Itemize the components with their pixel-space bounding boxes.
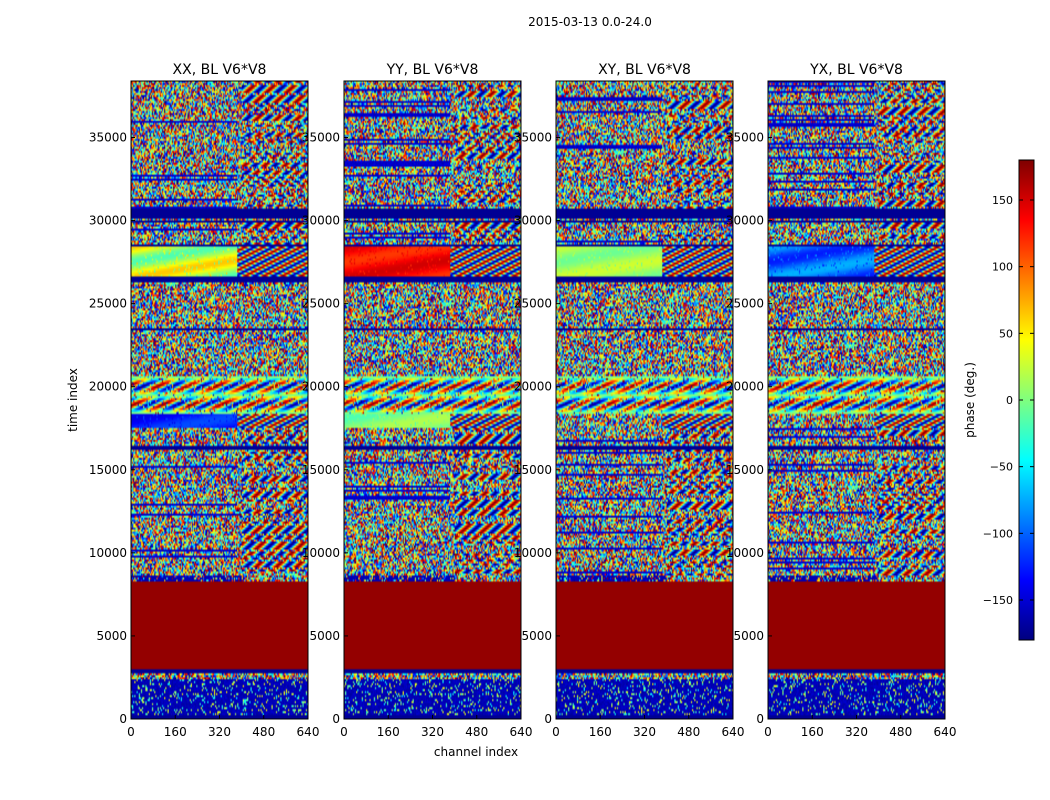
x-tick-label: 320 — [421, 725, 444, 739]
panel: YY, BL V6*V8 0 160 320 480 640 0 5000 10000 15000… — [302, 62, 533, 739]
x-tick-label: 480 — [252, 725, 275, 739]
colorbar-tick-label: 0 — [1006, 394, 1013, 407]
y-tick-label: 20000 — [302, 380, 340, 394]
panels: XX, BL V6*V8 0 160 320 480 640 0 5000 10000 15000… — [89, 62, 957, 739]
x-tick-label: 160 — [164, 725, 187, 739]
y-axis-label: time index — [66, 368, 80, 432]
y-tick-label: 5000 — [521, 629, 552, 643]
y-tick-label: 5000 — [309, 629, 340, 643]
x-tick-label: 640 — [722, 725, 745, 739]
x-tick-label: 0 — [764, 725, 772, 739]
colorbar-tick-label: −150 — [983, 594, 1013, 607]
y-tick-label: 30000 — [514, 214, 552, 228]
colorbar-tick-label: −100 — [983, 527, 1013, 540]
x-tick-label: 0 — [340, 725, 348, 739]
y-tick-label: 10000 — [89, 546, 127, 560]
colorbar-tick-label: 100 — [992, 261, 1013, 274]
x-tick-label: 160 — [589, 725, 612, 739]
x-tick-label: 160 — [377, 725, 400, 739]
y-tick-label: 0 — [119, 712, 127, 726]
x-tick-label: 320 — [208, 725, 231, 739]
y-tick-label: 25000 — [726, 297, 764, 311]
x-tick-label: 640 — [934, 725, 957, 739]
panel-title: XX, BL V6*V8 — [173, 62, 267, 78]
x-tick-label: 640 — [510, 725, 533, 739]
y-tick-label: 35000 — [726, 130, 764, 144]
x-tick-label: 480 — [889, 725, 912, 739]
x-tick-label: 480 — [677, 725, 700, 739]
y-tick-label: 30000 — [302, 214, 340, 228]
colorbar-tick-label: −50 — [990, 461, 1013, 474]
y-tick-label: 15000 — [302, 463, 340, 477]
colorbar-tick-label: 150 — [992, 194, 1013, 207]
y-tick-label: 35000 — [89, 130, 127, 144]
y-tick-label: 0 — [544, 712, 552, 726]
x-tick-label: 320 — [845, 725, 868, 739]
x-tick-label: 160 — [801, 725, 824, 739]
panel: XY, BL V6*V8 0 160 320 480 640 0 5000 10000 15000… — [514, 62, 745, 739]
y-tick-label: 10000 — [514, 546, 552, 560]
phase-heatmap — [344, 81, 521, 719]
panel-title: XY, BL V6*V8 — [598, 62, 691, 78]
figure-title: 2015-03-13 0.0-24.0 — [528, 15, 652, 29]
y-tick-label: 25000 — [89, 297, 127, 311]
colorbar-label: phase (deg.) — [963, 362, 977, 438]
y-tick-label: 10000 — [302, 546, 340, 560]
x-tick-label: 640 — [297, 725, 320, 739]
x-tick-label: 0 — [552, 725, 560, 739]
y-tick-label: 35000 — [514, 130, 552, 144]
phase-heatmap — [131, 81, 308, 719]
y-tick-label: 20000 — [726, 380, 764, 394]
x-tick-label: 320 — [633, 725, 656, 739]
y-tick-label: 30000 — [89, 214, 127, 228]
y-tick-label: 15000 — [89, 463, 127, 477]
x-axis-label: channel index — [434, 745, 518, 759]
y-tick-label: 20000 — [514, 380, 552, 394]
y-tick-label: 5000 — [733, 629, 764, 643]
y-tick-label: 0 — [332, 712, 340, 726]
panel: YX, BL V6*V8 0 160 320 480 640 0 5000 10000 15000… — [726, 62, 957, 739]
panel-title: YY, BL V6*V8 — [386, 62, 479, 78]
y-tick-label: 25000 — [514, 297, 552, 311]
panel: XX, BL V6*V8 0 160 320 480 640 0 5000 10000 15000… — [89, 62, 320, 739]
phase-heatmap — [768, 81, 945, 719]
y-tick-label: 15000 — [514, 463, 552, 477]
y-tick-label: 10000 — [726, 546, 764, 560]
x-tick-label: 480 — [465, 725, 488, 739]
colorbar: −150 −100 −50 0 50 100 150 phase (deg.) — [963, 159, 1035, 641]
y-tick-label: 0 — [756, 712, 764, 726]
panel-title: YX, BL V6*V8 — [809, 62, 903, 78]
y-tick-label: 15000 — [726, 463, 764, 477]
y-tick-label: 20000 — [89, 380, 127, 394]
colorbar-tick-label: 50 — [999, 327, 1013, 340]
y-tick-label: 5000 — [96, 629, 127, 643]
y-tick-label: 25000 — [302, 297, 340, 311]
y-tick-label: 35000 — [302, 130, 340, 144]
x-tick-label: 0 — [127, 725, 135, 739]
y-tick-label: 30000 — [726, 214, 764, 228]
phase-heatmap — [556, 81, 733, 719]
